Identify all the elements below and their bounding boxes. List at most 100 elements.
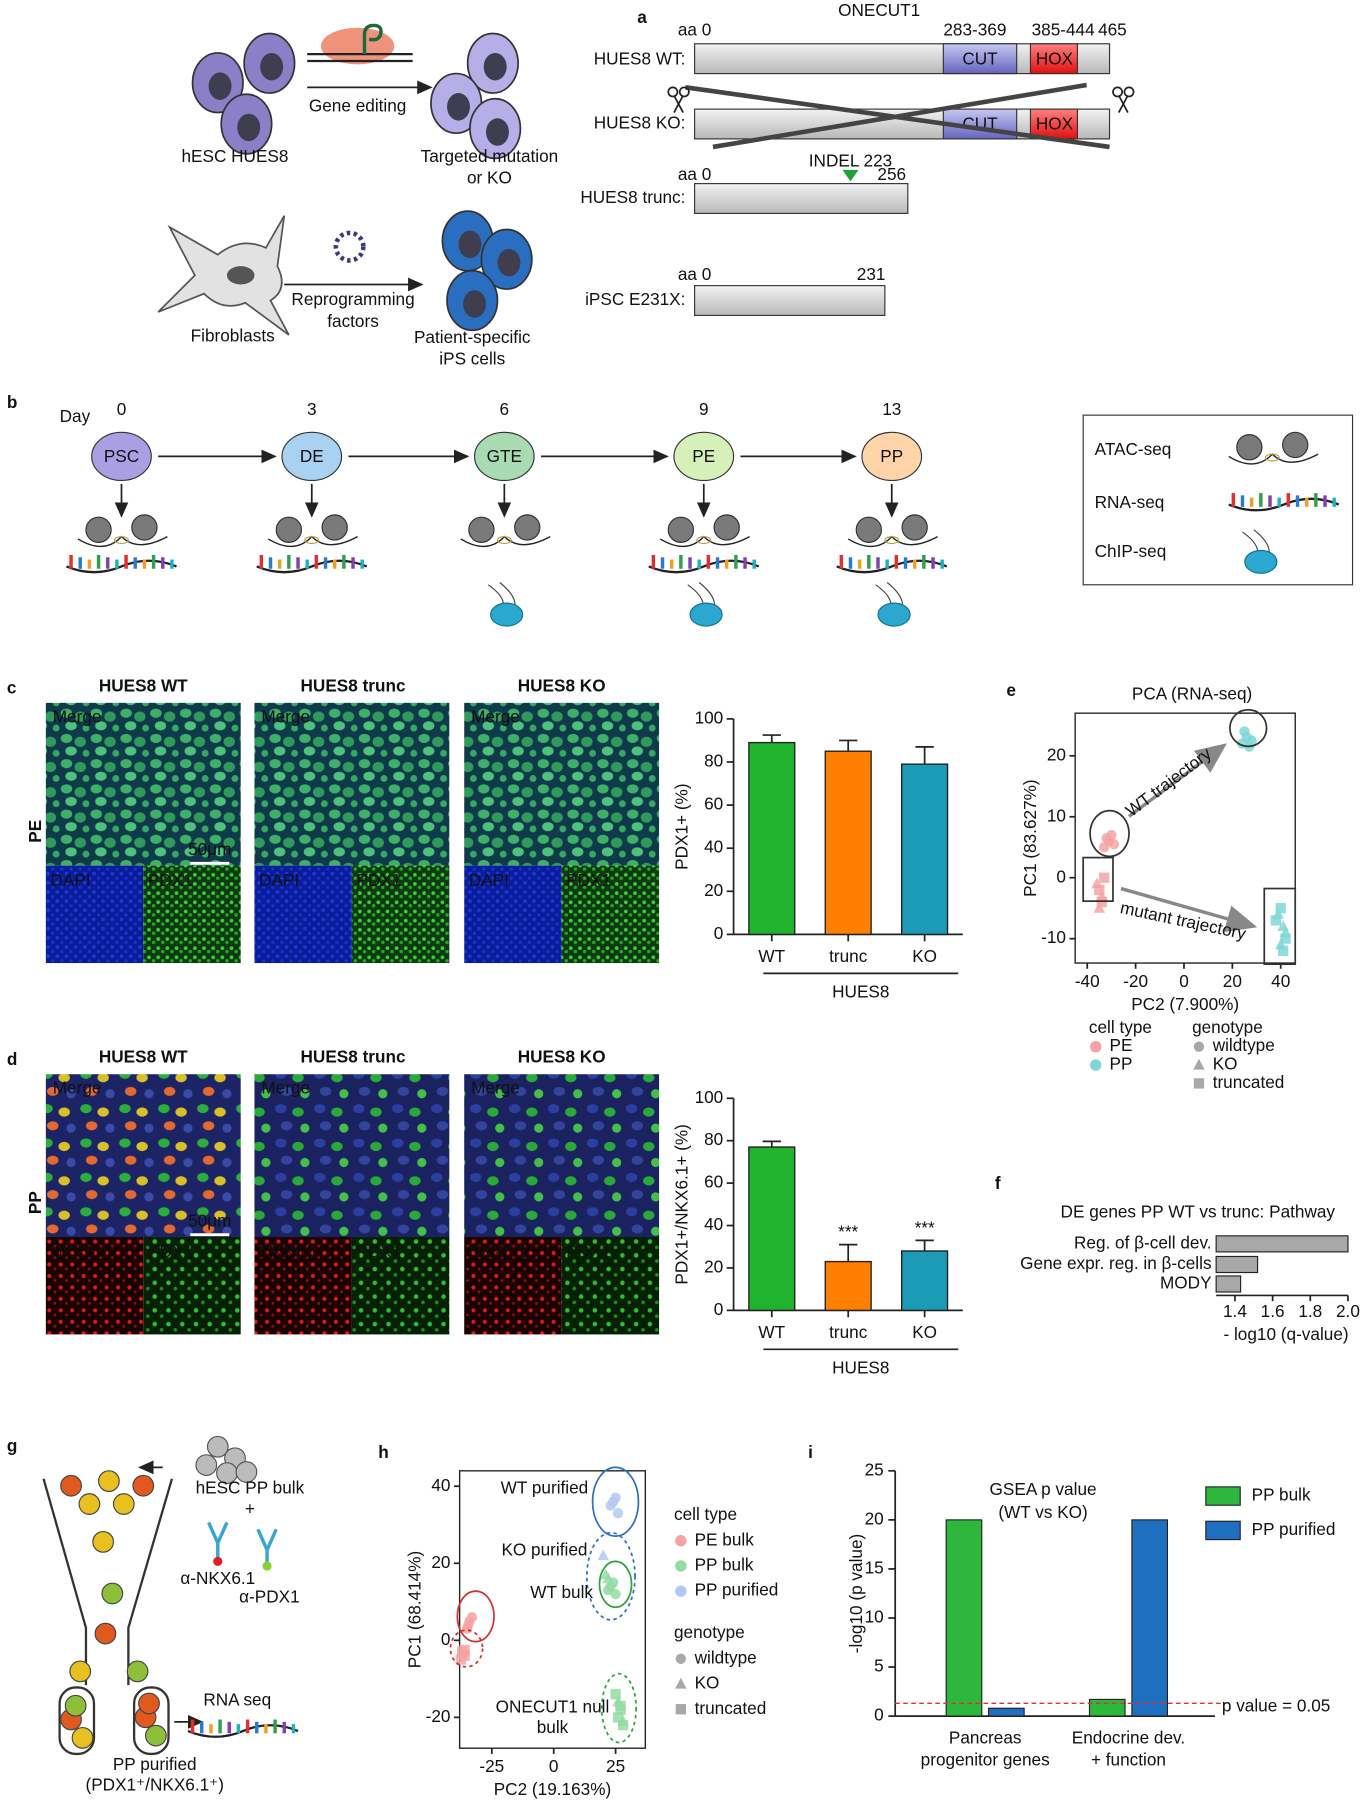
row-title: PE <box>25 820 45 843</box>
cell <box>138 1692 160 1715</box>
legend-swatch <box>1193 1058 1205 1070</box>
y-tick-label: 100 <box>695 707 724 727</box>
label: iPSC E231X: <box>585 289 685 309</box>
rna-strand <box>256 559 368 574</box>
cell <box>112 1493 135 1515</box>
micrograph <box>464 865 562 964</box>
x-tick-label: progenitor genes <box>921 1749 1050 1769</box>
point <box>610 1689 621 1700</box>
trajectory-arrow <box>1127 743 1227 818</box>
cell <box>132 1474 155 1497</box>
y-tick-label: 10 <box>865 1607 884 1627</box>
point <box>1094 884 1105 896</box>
x-tick-label: Pancreas <box>949 1728 1022 1748</box>
legend-swatch <box>675 1560 687 1572</box>
cell <box>71 1726 94 1749</box>
label: PE <box>692 446 715 466</box>
legend-swatch <box>675 1704 687 1715</box>
stage <box>861 431 923 482</box>
legend-title: genotype <box>1192 1017 1263 1037</box>
point <box>1239 726 1250 737</box>
x-tick-label: 1.4 <box>1223 1301 1247 1321</box>
hox-domain <box>1029 108 1079 140</box>
y-axis-label: PDX1+ (%) <box>672 783 692 869</box>
legend-label: PP bulk <box>1252 1485 1311 1505</box>
protein-bar <box>694 183 909 214</box>
label: iPS cells <box>439 349 505 369</box>
y-tick-label: 60 <box>704 794 723 814</box>
nucleosome <box>321 514 348 541</box>
label: Targeted mutation <box>421 146 559 166</box>
label: NKX6.1 <box>259 1242 318 1262</box>
rna-strand <box>836 559 948 574</box>
label: aa 0 <box>678 264 711 284</box>
bar <box>748 1146 796 1312</box>
point <box>466 1612 478 1623</box>
legend-label: PP purified <box>695 1580 779 1600</box>
point <box>1270 915 1282 926</box>
nucleus <box>497 248 521 277</box>
legend-title: genotype <box>674 1622 745 1642</box>
micrograph <box>254 1236 352 1335</box>
nucleosome <box>514 514 541 541</box>
label: PDX1 <box>148 870 193 890</box>
bar <box>1131 1519 1168 1717</box>
label: or KO <box>467 168 512 188</box>
bar <box>1088 1698 1126 1717</box>
legend-swatch <box>1193 1078 1205 1089</box>
label: 9 <box>699 399 709 419</box>
open-site <box>304 536 320 545</box>
legend-swatch <box>675 1585 687 1597</box>
antibody <box>256 1528 278 1564</box>
cluster-ring <box>600 1672 638 1744</box>
category-label: MODY <box>1160 1273 1212 1293</box>
point <box>1277 945 1289 957</box>
y-tick-label: 20 <box>431 1552 450 1572</box>
nucleus <box>260 52 284 81</box>
label: PDX1 <box>356 1242 401 1262</box>
panel-label: e <box>1006 680 1016 700</box>
label: Merge <box>53 1078 102 1098</box>
group-label: HUES8 <box>832 1357 889 1377</box>
label: HUES8 trunc: <box>580 187 685 207</box>
legend-swatch <box>675 1653 687 1664</box>
stage <box>91 431 152 482</box>
annotation: WT trajectory <box>1122 743 1216 821</box>
bar <box>945 1519 983 1717</box>
label: hESC PP bulk <box>196 1478 305 1498</box>
label: factors <box>327 311 379 331</box>
category-label: Gene expr. reg. in β-cells <box>1020 1253 1211 1273</box>
plot-frame <box>1074 712 1296 964</box>
rna-strand <box>66 559 177 574</box>
y-tick-label: 0 <box>441 1629 451 1649</box>
rna-strand <box>648 559 760 574</box>
point <box>1108 839 1120 850</box>
label: RNA-seq <box>1095 492 1165 512</box>
open-site <box>496 536 512 545</box>
label: DAPI <box>469 870 509 890</box>
legend-title: cell type <box>1089 1017 1152 1037</box>
rna-strand <box>187 1724 299 1738</box>
micrograph <box>254 702 450 866</box>
legend-label: PP bulk <box>695 1554 754 1574</box>
label: PDX1 <box>356 870 401 890</box>
bar <box>1215 1275 1242 1293</box>
legend-swatch <box>1205 1520 1241 1541</box>
micrograph <box>561 1236 660 1335</box>
cell <box>144 1724 167 1747</box>
y-tick-label: 0 <box>714 1299 724 1319</box>
nucleosome <box>901 514 928 541</box>
scissors <box>667 86 679 98</box>
virus <box>333 230 366 263</box>
nucleus <box>447 93 470 121</box>
point <box>612 1712 624 1723</box>
bar <box>988 1707 1025 1717</box>
nucleus <box>237 113 261 142</box>
legend-swatch <box>1205 1486 1241 1506</box>
point <box>463 1619 474 1631</box>
label: 6 <box>500 399 510 419</box>
cluster-ring <box>1089 809 1130 858</box>
panel-label: d <box>7 1049 17 1069</box>
micrograph <box>45 702 241 866</box>
annotation: ONECUT1 null <box>496 1697 610 1717</box>
